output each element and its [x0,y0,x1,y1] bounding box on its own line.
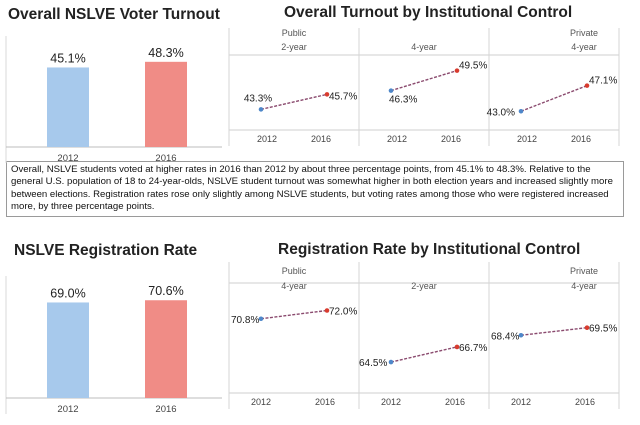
point-value-label: 70.8% [231,315,259,326]
point-2016 [454,68,460,73]
pane-sub-label: 2-year [281,42,307,52]
turnout-control-title: Overall Turnout by Institutional Control [284,4,573,21]
point-value-label: 72.0% [329,307,357,318]
pane-sub-label: 4-year [571,42,597,52]
series-line [390,69,458,92]
x-tick-label-2012: 2012 [511,397,531,407]
point-value-label: 43.0% [487,107,515,118]
point-2012 [258,107,264,112]
bar-2016 [145,300,187,398]
series-line [260,309,328,320]
turnout-overall-title: Overall NSLVE Voter Turnout [8,6,220,23]
point-value-label: 64.5% [359,358,387,369]
x-tick-label-2016: 2016 [445,397,465,407]
point-value-label: 49.5% [459,61,487,72]
point-2016 [584,83,590,88]
x-tick-label-2016: 2016 [155,153,176,164]
pane-group-label: Public [282,266,307,276]
series-line [260,93,328,111]
pane-sub-label: 4-year [281,281,307,291]
pane-sub-label: 2-year [411,281,437,291]
pane-group-label: Private [570,266,598,276]
point-value-label: 46.3% [389,95,417,106]
pane-sub-label: 4-year [411,42,437,52]
point-2016 [324,308,330,313]
x-tick-label-2012: 2012 [57,404,78,415]
x-tick-label-2016: 2016 [441,134,461,144]
point-value-label: 47.1% [589,76,617,87]
point-value-label: 45.7% [329,91,357,102]
x-tick-label-2012: 2012 [387,134,407,144]
bar-2016 [145,61,187,148]
point-2012 [388,359,394,365]
point-2016 [454,344,460,350]
point-value-label: 68.4% [491,331,519,342]
bar-2012 [47,67,89,147]
x-tick-label-2016: 2016 [311,134,331,144]
x-tick-label-2012: 2012 [57,153,78,164]
point-2012 [258,316,264,322]
point-2012 [518,332,524,338]
series-line [390,346,458,363]
series-line [520,326,588,336]
bar-value-label: 70.6% [148,284,183,298]
point-value-label: 66.7% [459,343,487,354]
bar-value-label: 45.1% [50,51,85,65]
point-2012 [388,88,394,93]
summary-text-box: Overall, NSLVE students voted at higher … [6,161,624,217]
x-tick-label-2012: 2012 [381,397,401,407]
point-value-label: 69.5% [589,324,617,335]
registration-control-title: Registration Rate by Institutional Contr… [278,241,581,258]
x-tick-label-2012: 2012 [517,134,537,144]
x-tick-label-2016: 2016 [575,397,595,407]
bar-value-label: 69.0% [50,286,85,300]
x-tick-label-2016: 2016 [155,404,176,415]
bar-2012 [47,302,89,398]
registration-overall-title: NSLVE Registration Rate [14,242,198,259]
pane-group-label: Private [570,28,598,38]
pane-sub-label: 4-year [571,281,597,291]
point-value-label: 43.3% [244,93,272,104]
x-tick-label-2012: 2012 [251,397,271,407]
point-2016 [324,92,330,97]
point-2012 [518,108,524,114]
bar-value-label: 48.3% [148,46,183,60]
summary-text: Overall, NSLVE students voted at higher … [11,164,613,212]
pane-group-label: Public [282,28,307,38]
x-tick-label-2016: 2016 [571,134,591,144]
point-2016 [584,325,590,330]
series-line [520,84,588,112]
x-tick-label-2016: 2016 [315,397,335,407]
x-tick-label-2012: 2012 [257,134,277,144]
